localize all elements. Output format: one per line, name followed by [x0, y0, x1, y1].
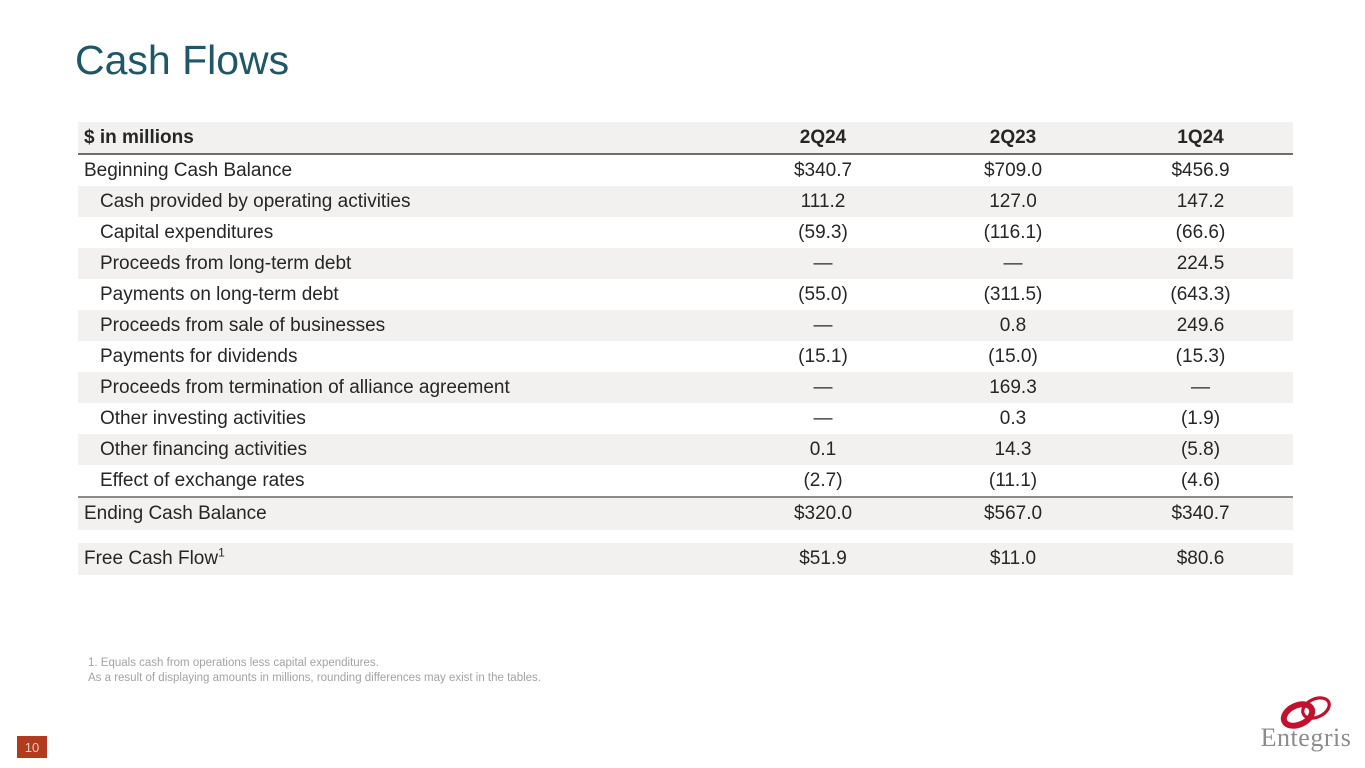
table-row: Proceeds from termination of alliance ag…	[78, 372, 1293, 403]
cell-value: (2.7)	[803, 469, 843, 491]
cell-value: (15.0)	[988, 345, 1038, 367]
table-row: Beginning Cash Balance $340.7 $709.0 $45…	[78, 155, 1293, 186]
footnote-marker: 1	[218, 545, 225, 560]
cell-value: —	[813, 407, 833, 429]
cell-value: $51.9	[799, 548, 847, 569]
cell-value: (4.6)	[1180, 469, 1221, 491]
cell-value: (643.3)	[1170, 283, 1231, 305]
row-label: Ending Cash Balance	[84, 503, 267, 524]
row-label: Free Cash Flow1	[78, 545, 728, 570]
entegris-logo: Entegris	[1254, 694, 1358, 751]
cell-value: (15.3)	[1175, 345, 1226, 367]
cell-value: (66.6)	[1175, 221, 1226, 243]
page-title: Cash Flows	[75, 37, 290, 83]
table-row: Proceeds from sale of businesses — 0.8 2…	[78, 310, 1293, 341]
cell-value: 224.5	[1176, 252, 1225, 274]
entegris-rings-icon	[1280, 696, 1331, 729]
cell-value: $567.0	[983, 503, 1043, 524]
row-label: Payments on long-term debt	[100, 283, 339, 305]
cell-value: (55.0)	[798, 283, 848, 305]
column-header-2q24: 2Q24	[799, 126, 847, 148]
row-label: Effect of exchange rates	[100, 469, 305, 491]
cell-value: $340.7	[793, 159, 853, 181]
table-row: Payments on long-term debt (55.0) (311.5…	[78, 279, 1293, 310]
row-label: Payments for dividends	[100, 345, 298, 367]
table-spacer	[78, 530, 1293, 543]
cell-value: $709.0	[983, 159, 1043, 181]
table-row: Capital expenditures (59.3) (116.1) (66.…	[78, 217, 1293, 248]
row-label: Proceeds from sale of businesses	[100, 314, 386, 336]
cell-value: (11.1)	[988, 469, 1038, 491]
cell-value: 147.2	[1176, 190, 1225, 212]
footnotes: 1. Equals cash from operations less capi…	[88, 656, 541, 686]
ending-cash-balance-row: Ending Cash Balance $320.0 $567.0 $340.7	[78, 496, 1293, 530]
table-body: Beginning Cash Balance $340.7 $709.0 $45…	[78, 155, 1293, 496]
cell-value: (59.3)	[798, 221, 848, 243]
free-cash-flow-row: Free Cash Flow1 $51.9 $11.0 $80.6	[78, 543, 1293, 575]
cell-value: 127.0	[989, 190, 1037, 212]
cell-value: —	[813, 252, 833, 274]
cell-value: —	[813, 376, 833, 398]
cell-value: 249.6	[1176, 314, 1225, 336]
table-row: Proceeds from long-term debt — — 224.5	[78, 248, 1293, 279]
column-header-1q24: 1Q24	[1177, 126, 1224, 148]
cell-value: (311.5)	[983, 283, 1043, 305]
cell-value: —	[813, 314, 833, 336]
cell-value: (1.9)	[1180, 407, 1221, 429]
table-row: Effect of exchange rates (2.7) (11.1) (4…	[78, 465, 1293, 496]
row-label: Proceeds from termination of alliance ag…	[100, 376, 510, 398]
cell-value: 0.3	[999, 407, 1027, 429]
cell-value: $340.7	[1171, 503, 1230, 524]
cell-value: $11.0	[989, 548, 1037, 569]
cell-value: (5.8)	[1180, 438, 1221, 460]
cash-flows-table: $ in millions 2Q24 2Q23 1Q24 Beginning C…	[78, 122, 1293, 575]
table-header-row: $ in millions 2Q24 2Q23 1Q24	[78, 122, 1293, 155]
table-unit-label: $ in millions	[84, 126, 194, 148]
footnote-line: 1. Equals cash from operations less capi…	[88, 657, 379, 669]
table-row: Payments for dividends (15.1) (15.0) (15…	[78, 341, 1293, 372]
column-header-2q23: 2Q23	[989, 126, 1037, 148]
cell-value: $456.9	[1171, 159, 1230, 181]
cell-value: 0.1	[809, 438, 837, 460]
cell-value: (15.1)	[798, 345, 848, 367]
table-row: Other investing activities — 0.3 (1.9)	[78, 403, 1293, 434]
free-cash-flow-label: Free Cash Flow	[84, 548, 219, 569]
cell-value: —	[1191, 376, 1210, 398]
row-label: Proceeds from long-term debt	[100, 252, 352, 274]
cell-value: (116.1)	[983, 221, 1043, 243]
cell-value: 111.2	[800, 190, 846, 212]
table-row: Cash provided by operating activities 11…	[78, 186, 1293, 217]
cell-value: —	[1003, 252, 1023, 274]
entegris-logo-text: Entegris	[1260, 723, 1352, 752]
cell-value: $320.0	[793, 503, 853, 524]
row-label: Other investing activities	[100, 407, 306, 429]
table-row: Other financing activities 0.1 14.3 (5.8…	[78, 434, 1293, 465]
footnote-line: As a result of displaying amounts in mil…	[88, 672, 541, 684]
cell-value: $80.6	[1176, 548, 1225, 569]
cell-value: 0.8	[999, 314, 1027, 336]
cell-value: 169.3	[989, 376, 1037, 398]
row-label: Capital expenditures	[100, 221, 274, 243]
cell-value: 14.3	[994, 438, 1032, 460]
row-label: Other financing activities	[100, 438, 307, 460]
row-label: Beginning Cash Balance	[84, 159, 293, 181]
page-number-badge: 10	[17, 736, 47, 758]
row-label: Cash provided by operating activities	[100, 190, 411, 212]
